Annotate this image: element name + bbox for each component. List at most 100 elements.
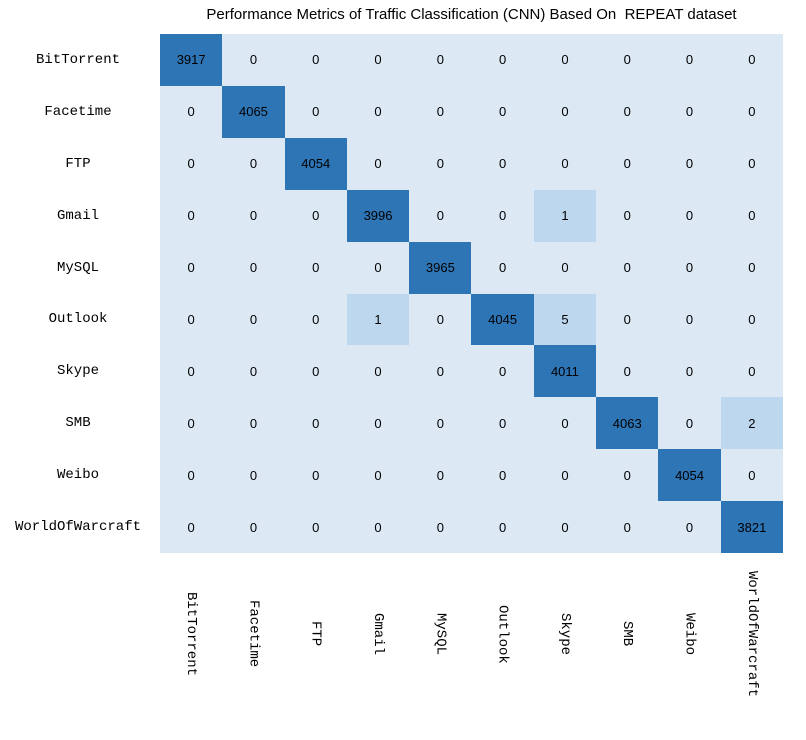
matrix-cell-SMB-Gmail: 0 (346, 397, 410, 450)
row-label-Gmail: Gmail (56, 207, 99, 224)
matrix-cell-WorldOfWarcraft-Facetime: 0 (222, 501, 285, 553)
row-label-Weibo: Weibo (56, 467, 99, 484)
matrix-cell-Weibo-Weibo: 4054 (658, 449, 721, 502)
matrix-cell-SMB-Outlook: 0 (471, 397, 534, 450)
matrix-cell-MySQL-SMB: 0 (596, 241, 659, 294)
matrix-cell-Weibo-BitTorrent: 0 (160, 449, 223, 502)
matrix-cell-FTP-Weibo: 0 (658, 137, 721, 190)
matrix-cell-BitTorrent-Skype: 0 (533, 34, 597, 86)
matrix-cell-Gmail-MySQL: 0 (409, 189, 472, 242)
matrix-cell-WorldOfWarcraft-Gmail: 0 (346, 501, 410, 553)
matrix-cell-BitTorrent-MySQL: 0 (409, 34, 472, 86)
row-label-MySQL: MySQL (56, 259, 99, 276)
matrix-cell-BitTorrent-Facetime: 0 (222, 34, 285, 86)
matrix-cell-Weibo-FTP: 0 (284, 449, 347, 502)
matrix-cell-Skype-MySQL: 0 (409, 345, 472, 398)
matrix-cell-Facetime-Skype: 0 (533, 85, 597, 138)
matrix-cell-Facetime-SMB: 0 (596, 85, 659, 138)
col-label-FTP: FTP (307, 621, 324, 647)
matrix-cell-FTP-Gmail: 0 (346, 137, 410, 190)
matrix-cell-Gmail-Gmail: 3996 (346, 189, 410, 242)
matrix-cell-Skype-FTP: 0 (284, 345, 347, 398)
matrix-cell-Facetime-WorldOfWarcraft: 0 (720, 85, 783, 138)
matrix-cell-WorldOfWarcraft-SMB: 0 (596, 501, 659, 553)
matrix-cell-Weibo-Skype: 0 (533, 449, 597, 502)
col-label-SMB: SMB (619, 621, 636, 647)
matrix-cell-SMB-WorldOfWarcraft: 2 (720, 397, 783, 450)
matrix-cell-Facetime-Facetime: 4065 (222, 85, 285, 138)
matrix-cell-Gmail-Skype: 1 (533, 189, 597, 242)
matrix-cell-Weibo-SMB: 0 (596, 449, 659, 502)
matrix-cell-FTP-FTP: 4054 (284, 137, 347, 190)
matrix-cell-Gmail-BitTorrent: 0 (160, 189, 223, 242)
matrix-cell-SMB-Skype: 0 (533, 397, 597, 450)
matrix-cell-MySQL-Skype: 0 (533, 241, 597, 294)
col-label-Skype: Skype (556, 612, 573, 655)
matrix-cell-Skype-Skype: 4011 (533, 345, 597, 398)
matrix-cell-BitTorrent-WorldOfWarcraft: 0 (720, 34, 783, 86)
matrix-cell-Skype-Gmail: 0 (346, 345, 410, 398)
matrix-cell-BitTorrent-Gmail: 0 (346, 34, 410, 86)
matrix-cell-SMB-FTP: 0 (284, 397, 347, 450)
matrix-cell-Outlook-MySQL: 0 (409, 293, 472, 346)
row-label-FTP: FTP (65, 155, 91, 172)
matrix-cell-BitTorrent-Outlook: 0 (471, 34, 534, 86)
matrix-cell-Facetime-Outlook: 0 (471, 85, 534, 138)
matrix-cell-Weibo-WorldOfWarcraft: 0 (720, 449, 783, 502)
matrix-cell-SMB-Facetime: 0 (222, 397, 285, 450)
matrix-cell-Gmail-Weibo: 0 (658, 189, 721, 242)
matrix-cell-Gmail-FTP: 0 (284, 189, 347, 242)
matrix-cell-FTP-Facetime: 0 (222, 137, 285, 190)
matrix-cell-MySQL-Outlook: 0 (471, 241, 534, 294)
matrix-cell-MySQL-Facetime: 0 (222, 241, 285, 294)
matrix-cell-FTP-SMB: 0 (596, 137, 659, 190)
matrix-cell-Facetime-Weibo: 0 (658, 85, 721, 138)
matrix-cell-FTP-Outlook: 0 (471, 137, 534, 190)
matrix-cell-MySQL-MySQL: 3965 (409, 241, 472, 294)
matrix-cell-MySQL-Gmail: 0 (346, 241, 410, 294)
matrix-cell-Gmail-WorldOfWarcraft: 0 (720, 189, 783, 242)
matrix-cell-Gmail-SMB: 0 (596, 189, 659, 242)
matrix-cell-WorldOfWarcraft-MySQL: 0 (409, 501, 472, 553)
matrix-cell-MySQL-BitTorrent: 0 (160, 241, 223, 294)
matrix-cell-Outlook-Weibo: 0 (658, 293, 721, 346)
col-label-Gmail: Gmail (370, 612, 387, 655)
matrix-cell-WorldOfWarcraft-WorldOfWarcraft: 3821 (720, 501, 783, 553)
matrix-cell-WorldOfWarcraft-Skype: 0 (533, 501, 597, 553)
matrix-cell-SMB-MySQL: 0 (409, 397, 472, 450)
row-label-WorldOfWarcraft: WorldOfWarcraft (14, 519, 142, 536)
matrix-cell-BitTorrent-FTP: 0 (284, 34, 347, 86)
matrix-cell-Outlook-FTP: 0 (284, 293, 347, 346)
row-label-SMB: SMB (65, 415, 91, 432)
matrix-cell-Skype-Weibo: 0 (658, 345, 721, 398)
matrix-cell-Weibo-Gmail: 0 (346, 449, 410, 502)
matrix-cell-FTP-Skype: 0 (533, 137, 597, 190)
matrix-cell-Facetime-Gmail: 0 (346, 85, 410, 138)
matrix-cell-Gmail-Facetime: 0 (222, 189, 285, 242)
matrix-cell-Gmail-Outlook: 0 (471, 189, 534, 242)
x-axis-labels: BitTorrent Facetime FTP Gmail MySQL Outlook Sk… (160, 553, 783, 715)
matrix-cell-FTP-WorldOfWarcraft: 0 (720, 137, 783, 190)
matrix-cell-Skype-SMB: 0 (596, 345, 659, 398)
matrix-cell-BitTorrent-SMB: 0 (596, 34, 659, 86)
row-label-Outlook: Outlook (48, 311, 108, 328)
matrix-cell-WorldOfWarcraft-BitTorrent: 0 (160, 501, 223, 553)
matrix-cell-Weibo-Outlook: 0 (471, 449, 534, 502)
matrix-cell-FTP-MySQL: 0 (409, 137, 472, 190)
matrix-cell-WorldOfWarcraft-Outlook: 0 (471, 501, 534, 553)
matrix-cell-Facetime-BitTorrent: 0 (160, 85, 223, 138)
matrix-cell-Skype-Outlook: 0 (471, 345, 534, 398)
row-label-Facetime: Facetime (44, 103, 112, 120)
matrix-cell-MySQL-Weibo: 0 (658, 241, 721, 294)
col-label-Weibo: Weibo (681, 612, 698, 655)
col-label-BitTorrent: BitTorrent (183, 591, 200, 676)
row-label-BitTorrent: BitTorrent (35, 51, 120, 68)
matrix-cell-Skype-Facetime: 0 (222, 345, 285, 398)
matrix-cell-Outlook-Outlook: 4045 (471, 293, 534, 346)
matrix-cell-SMB-Weibo: 0 (658, 397, 721, 450)
matrix-cell-BitTorrent-Weibo: 0 (658, 34, 721, 86)
y-axis-labels: BitTorrent Facetime FTP Gmail MySQL Outlook Sk… (0, 34, 156, 553)
heatmap-grid: 3917 0 0 0 0 0 0 0 0 0 0 4065 0 0 0 0 0 0 0 0 0 0 4054 0 0 0 0 0 0 0 0… (160, 34, 783, 553)
matrix-cell-SMB-BitTorrent: 0 (160, 397, 223, 450)
